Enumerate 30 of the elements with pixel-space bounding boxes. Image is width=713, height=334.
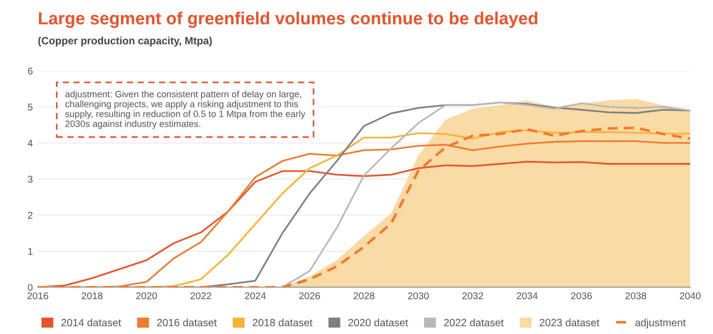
y-tick-label: 6 — [28, 68, 32, 74]
x-tick-label: 2040 — [680, 292, 701, 300]
x-tick-label: 2018 — [82, 292, 103, 300]
legend-label: 2022 dataset — [444, 318, 504, 326]
y-tick-label: 1 — [28, 248, 32, 255]
x-tick-label: 2024 — [244, 292, 266, 300]
y-tick-label: 0 — [28, 284, 33, 291]
x-tick-label: 2030 — [408, 292, 429, 300]
legend-label: 2023 dataset — [540, 318, 600, 326]
legend-label: 2020 dataset — [348, 318, 408, 326]
x-tick-label: 2036 — [571, 292, 592, 300]
annotation: adjustment: Given the consistent pattern of delay on large, challenging projects, we apply a risking adjustment to this supply, resulting in reduction of 0.5 to 1 Mtpa from the early 2030s against industry estimates. — [65, 90, 306, 129]
legend-label: 2014 dataset — [61, 318, 122, 326]
x-tick-label: 2034 — [516, 292, 538, 300]
y-tick-label: 4 — [28, 140, 33, 146]
chart-title: Large segment of greenfield volumes continue to be delayed — [38, 12, 538, 28]
y-tick-label: 2 — [28, 212, 32, 219]
x-tick-label: 2032 — [462, 292, 484, 300]
x-tick-label: 2028 — [354, 292, 374, 300]
chart-subtitle: (Copper production capacity, Mtpa) — [38, 36, 212, 46]
legend-label: 2018 dataset — [252, 318, 312, 326]
x-tick-label: 2020 — [136, 292, 157, 300]
legend-label: 2016 dataset — [157, 318, 217, 326]
y-tick-label: 5 — [28, 104, 33, 110]
x-tick-label: 2016 — [27, 292, 48, 300]
y-tick-label: 3 — [28, 176, 32, 183]
x-tick-label: 2038 — [625, 292, 646, 300]
legend-label: adjustment — [635, 318, 686, 328]
x-tick-label: 2022 — [190, 292, 212, 300]
x-tick-label: 2026 — [299, 292, 320, 300]
